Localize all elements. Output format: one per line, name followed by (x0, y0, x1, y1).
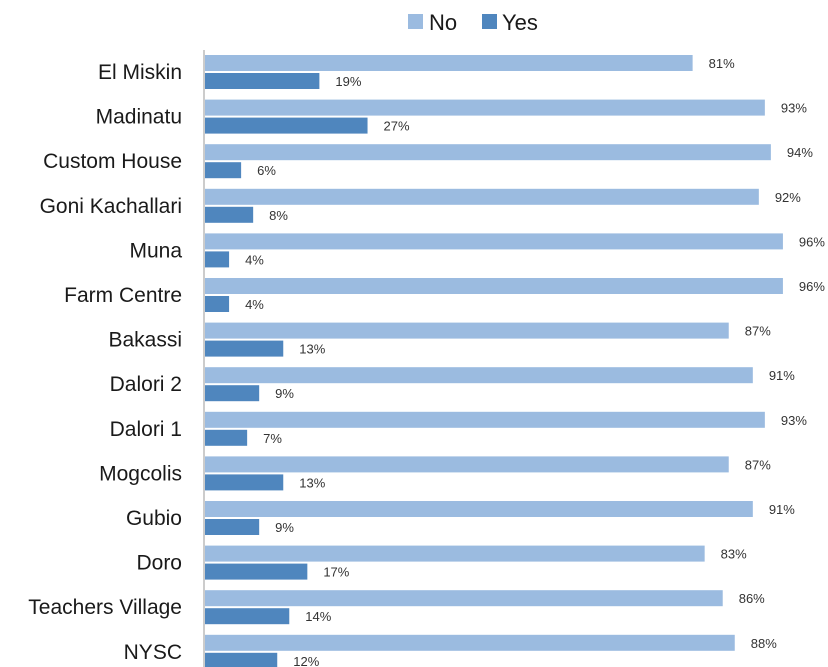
bar-no (205, 634, 735, 651)
bar-yes (205, 474, 284, 491)
bar-yes (205, 519, 260, 535)
data-label-yes: 13% (299, 475, 325, 490)
data-label-no: 92% (775, 190, 801, 205)
legend-swatch-yes (482, 14, 497, 29)
legend-swatch-no (408, 14, 423, 29)
data-label-no: 93% (781, 101, 807, 116)
data-label-no: 91% (769, 502, 795, 517)
data-label-no: 94% (787, 145, 813, 160)
data-label-yes: 27% (384, 119, 410, 134)
data-label-no: 96% (799, 279, 825, 294)
category-labels: El Miskin Madinatu Custom House Goni Kachal… (28, 61, 182, 664)
data-label-yes: 4% (245, 297, 264, 312)
bar-no (205, 367, 753, 384)
bar-no (205, 233, 783, 250)
bars (205, 55, 783, 667)
data-label-no: 87% (745, 457, 771, 472)
data-label-yes: 9% (275, 520, 294, 535)
data-label-yes: 8% (269, 208, 288, 223)
data-label-yes: 12% (293, 654, 319, 667)
data-label-yes: 4% (245, 252, 264, 267)
data-label-no: 93% (781, 413, 807, 428)
data-label-no: 91% (769, 368, 795, 383)
legend: No Yes (408, 10, 538, 35)
bar-no (205, 411, 765, 428)
category-label: Dalori 1 (110, 418, 182, 441)
data-label-no: 88% (751, 636, 777, 651)
bar-no (205, 545, 705, 562)
bar-yes (205, 206, 254, 223)
data-label-yes: 14% (305, 609, 331, 624)
bar-no (205, 322, 729, 339)
data-label-no: 96% (799, 234, 825, 249)
category-label: NYSC (124, 641, 182, 664)
data-label-no: 86% (739, 591, 765, 606)
bar-yes (205, 429, 248, 446)
bar-yes (205, 340, 284, 357)
bar-yes (205, 117, 368, 134)
category-label: Farm Centre (64, 284, 182, 307)
bar-no (205, 501, 753, 517)
legend-label-no: No (429, 10, 457, 35)
bar-no (205, 55, 693, 71)
category-label: Bakassi (108, 329, 182, 352)
data-label-no: 83% (721, 547, 747, 562)
bar-yes (205, 162, 242, 179)
data-label-no: 81% (709, 56, 735, 71)
bar-no (205, 188, 759, 205)
data-label-yes: 19% (335, 74, 361, 89)
bar-yes (205, 73, 320, 89)
value-labels: 81% 19% 93% 27% 94% 6% 92% 8% 96% 4% 96% 4% 87% 13% 91… (245, 56, 825, 667)
bar-yes (205, 608, 290, 625)
category-label: Gubio (126, 507, 182, 530)
bar-yes (205, 563, 308, 580)
category-label: El Miskin (98, 61, 182, 84)
bar-no (205, 456, 729, 473)
data-label-yes: 9% (275, 386, 294, 401)
category-label: Madinatu (96, 106, 182, 129)
category-label: Doro (136, 552, 182, 575)
bar-no (205, 144, 771, 161)
data-label-yes: 17% (323, 565, 349, 580)
data-label-yes: 7% (263, 431, 282, 446)
bar-yes (205, 251, 230, 268)
bar-no (205, 278, 783, 294)
legend-label-yes: Yes (502, 10, 538, 35)
data-label-no: 87% (745, 324, 771, 339)
bar-no (205, 99, 765, 116)
category-label: Goni Kachallari (40, 195, 182, 218)
data-label-yes: 6% (257, 163, 276, 178)
data-label-yes: 13% (299, 342, 325, 357)
category-label: Teachers Village (28, 596, 182, 619)
category-label: Muna (129, 239, 182, 262)
bar-yes (205, 652, 278, 667)
category-label: Mogcolis (99, 462, 182, 485)
bar-no (205, 590, 723, 607)
bar-yes (205, 296, 230, 312)
bar-yes (205, 385, 260, 402)
category-label: Dalori 2 (110, 373, 182, 396)
category-label: Custom House (43, 150, 182, 173)
